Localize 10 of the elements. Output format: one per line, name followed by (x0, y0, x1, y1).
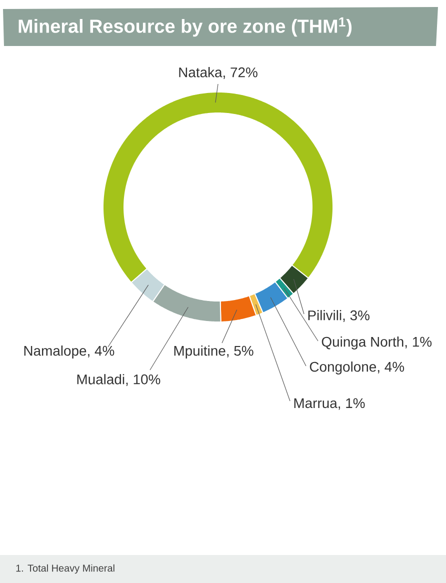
slice-label: Marrua, 1% (294, 398, 365, 410)
slice-label: Congolone, 4% (310, 362, 404, 375)
slice-label: Namalope, 4% (24, 346, 114, 359)
slice-label: Pilivili, 3% (308, 310, 370, 322)
slice-label: Quinga North, 1% (322, 336, 432, 350)
slice-label: Mpuitine, 5% (174, 346, 254, 359)
chart-title: Mineral Resource by ore zone (THM$^{1}$) (18, 17, 352, 37)
slice-label: Mualadi, 10% (77, 374, 160, 386)
slice-label: Nataka, 72% (179, 67, 258, 79)
text: 1. Total Heavy Mineral (16, 564, 114, 574)
